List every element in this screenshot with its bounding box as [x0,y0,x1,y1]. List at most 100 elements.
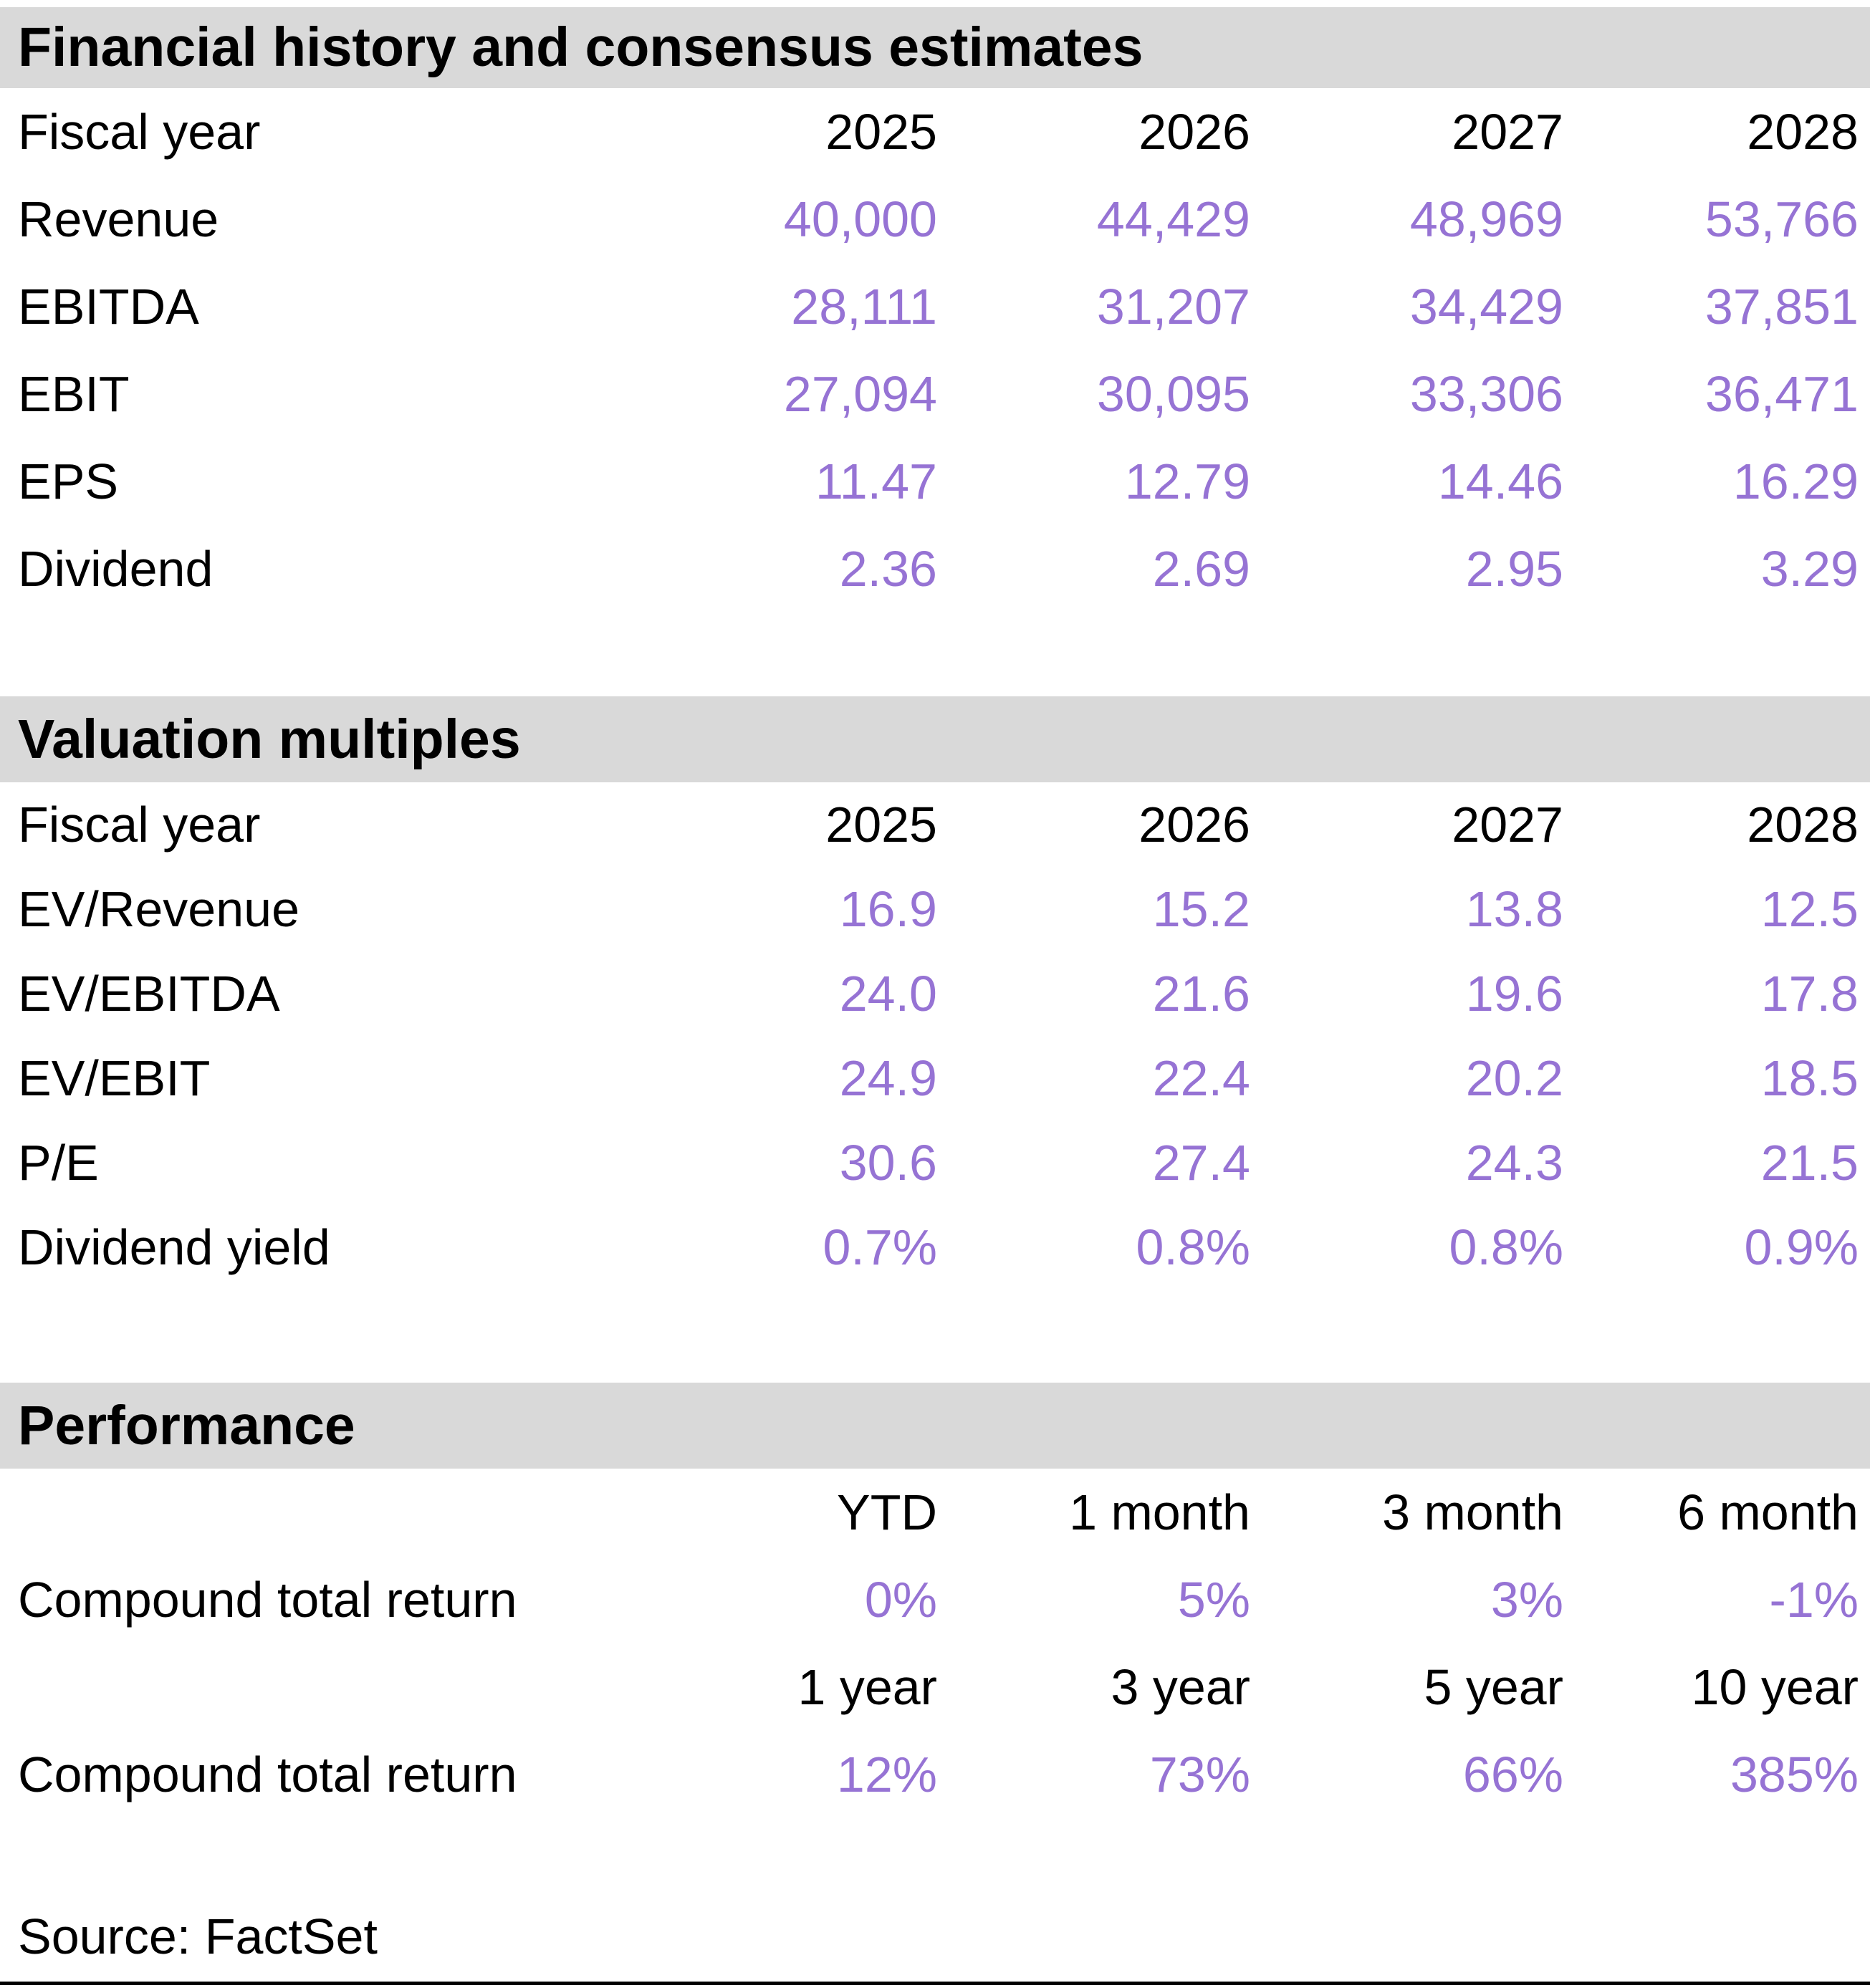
value-cell: 16.29 [1732,453,1859,509]
period-column-header: 1 year [797,1659,937,1715]
year-column-header: 2027 [1452,797,1563,853]
row-label: Compound total return [18,1572,517,1628]
value-cell: 20.2 [1465,1050,1563,1106]
table-row-ev-ebitda: EV/EBITDA 24.0 21.6 19.6 17.8 [0,951,1870,1036]
value-cell: 15.2 [1152,881,1250,937]
period-column-header: 10 year [1691,1659,1859,1715]
value-cell: 40,000 [783,191,937,247]
value-cell: 21.5 [1760,1135,1859,1191]
row-label: EBIT [18,366,130,422]
section-header-valuation-multiples: Valuation multiples [0,696,1870,782]
value-cell: 37,851 [1704,279,1859,335]
value-cell: 53,766 [1704,191,1859,247]
table-row-compound-total-return-short: Compound total return 0% 5% 3% -1% [0,1556,1870,1643]
value-cell: 33,306 [1409,366,1563,422]
year-column-header: 2028 [1747,797,1859,853]
year-column-header: 2026 [1138,797,1250,853]
value-cell: 30,095 [1096,366,1250,422]
row-label: EV/Revenue [18,881,300,937]
bottom-border-rule [0,1982,1870,1985]
value-cell: 34,429 [1409,279,1563,335]
row-label: EV/EBITDA [18,966,280,1022]
year-column-header: 2025 [825,104,937,160]
row-label: EBITDA [18,279,199,335]
year-column-header: 2026 [1138,104,1250,160]
value-cell: 0.8% [1449,1219,1563,1275]
value-cell: 19.6 [1465,966,1563,1022]
row-label: Compound total return [18,1747,517,1802]
section-header-financial-history: Financial history and consensus estimate… [0,7,1870,88]
row-label: EV/EBIT [18,1050,211,1106]
period-column-header: 1 month [1069,1484,1250,1540]
table-row-dividend: Dividend 2.36 2.69 2.95 3.29 [0,525,1870,613]
year-column-header: 2028 [1747,104,1859,160]
period-column-header: 3 month [1382,1484,1563,1540]
value-cell: 13.8 [1465,881,1563,937]
value-cell: 44,429 [1096,191,1250,247]
value-cell: 3.29 [1760,541,1859,597]
value-cell: 73% [1149,1747,1250,1802]
value-cell: 0% [864,1572,937,1628]
period-column-header: 3 year [1111,1659,1250,1715]
value-cell: 17.8 [1760,966,1859,1022]
value-cell: 0.9% [1744,1219,1859,1275]
section-header-performance: Performance [0,1383,1870,1469]
value-cell: 24.0 [839,966,937,1022]
fiscal-year-header-row: Fiscal year 2025 2026 2027 2028 [0,88,1870,176]
value-cell: 31,207 [1096,279,1250,335]
period-column-header: 6 month [1677,1484,1859,1540]
table-row-ev-ebit: EV/EBIT 24.9 22.4 20.2 18.5 [0,1036,1870,1120]
table-row-ev-revenue: EV/Revenue 16.9 15.2 13.8 12.5 [0,867,1870,951]
year-column-header: 2025 [825,797,937,853]
row-label: Revenue [18,191,219,247]
source-attribution: Source: FactSet [18,1908,378,1964]
value-cell: 36,471 [1704,366,1859,422]
value-cell: 28,111 [791,279,937,335]
row-label: Fiscal year [18,104,261,160]
value-cell: 3% [1490,1572,1563,1628]
value-cell: 11.47 [815,453,937,509]
value-cell: 0.7% [823,1219,937,1275]
value-cell: 27.4 [1152,1135,1250,1191]
row-label: Dividend yield [18,1219,330,1275]
value-cell: 22.4 [1152,1050,1250,1106]
table-row-pe: P/E 30.6 27.4 24.3 21.5 [0,1120,1870,1205]
value-cell: 2.95 [1465,541,1563,597]
row-label: P/E [18,1135,99,1191]
value-cell: 66% [1462,1747,1563,1802]
table-row-ebitda: EBITDA 28,111 31,207 34,429 37,851 [0,263,1870,350]
value-cell: -1% [1769,1572,1859,1628]
value-cell: 5% [1177,1572,1250,1628]
value-cell: 12.5 [1760,881,1859,937]
value-cell: 12.79 [1124,453,1250,509]
table-row-compound-total-return-long: Compound total return 12% 73% 66% 385% [0,1731,1870,1818]
value-cell: 385% [1730,1747,1859,1802]
section-title: Performance [18,1394,355,1456]
value-cell: 12% [836,1747,937,1802]
value-cell: 2.69 [1152,541,1250,597]
period-column-header: YTD [837,1484,937,1540]
table-row-eps: EPS 11.47 12.79 14.46 16.29 [0,438,1870,525]
value-cell: 0.8% [1136,1219,1250,1275]
fiscal-year-header-row: Fiscal year 2025 2026 2027 2028 [0,782,1870,867]
value-cell: 18.5 [1760,1050,1859,1106]
section-title: Financial history and consensus estimate… [18,16,1143,78]
value-cell: 24.3 [1465,1135,1563,1191]
value-cell: 21.6 [1152,966,1250,1022]
value-cell: 27,094 [783,366,937,422]
value-cell: 30.6 [839,1135,937,1191]
row-label: Fiscal year [18,797,261,853]
period-column-header: 5 year [1424,1659,1563,1715]
table-row-revenue: Revenue 40,000 44,429 48,969 53,766 [0,176,1870,263]
performance-period-header-row: 1 year 3 year 5 year 10 year [0,1643,1870,1731]
value-cell: 24.9 [839,1050,937,1106]
value-cell: 48,969 [1409,191,1563,247]
value-cell: 16.9 [839,881,937,937]
row-label: Dividend [18,541,214,597]
table-row-ebit: EBIT 27,094 30,095 33,306 36,471 [0,350,1870,438]
value-cell: 14.46 [1437,453,1563,509]
value-cell: 2.36 [839,541,937,597]
row-label: EPS [18,453,119,509]
performance-period-header-row: YTD 1 month 3 month 6 month [0,1469,1870,1556]
